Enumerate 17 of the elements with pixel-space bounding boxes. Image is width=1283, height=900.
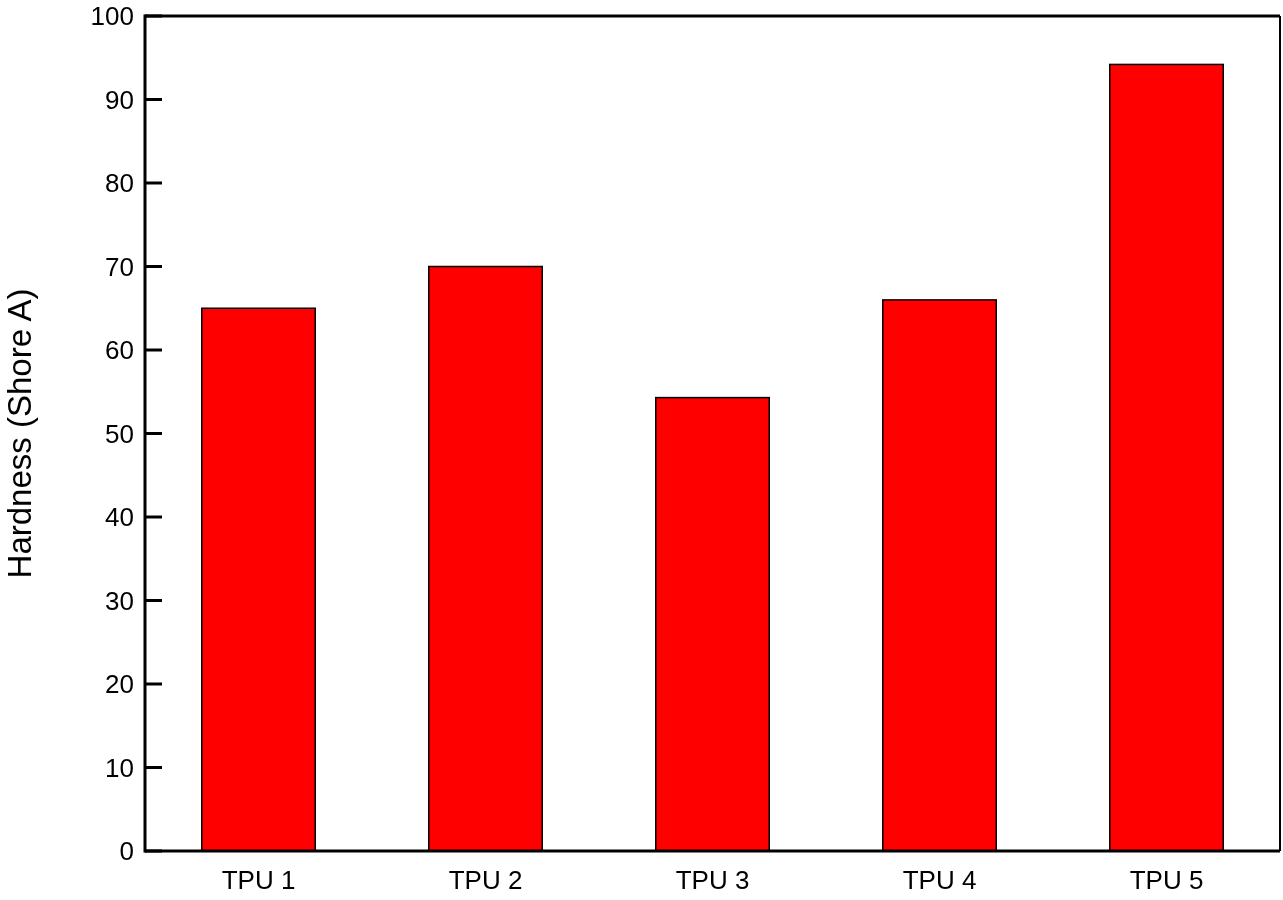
y-tick-label: 50 (105, 418, 134, 449)
y-tick-label: 100 (90, 1, 134, 32)
x-tick-label: TPU 3 (675, 865, 750, 895)
x-tick-label: TPU 1 (221, 865, 296, 895)
y-tick-label: 10 (105, 752, 134, 783)
y-tick-label: 20 (105, 669, 134, 700)
y-tick-label: 60 (105, 335, 134, 366)
y-tick-label: 80 (105, 168, 134, 199)
y-tick-label: 70 (105, 251, 134, 282)
x-tick-label: TPU 4 (902, 865, 977, 895)
x-tick-label: TPU 5 (1129, 865, 1204, 895)
y-tick-label: 40 (105, 502, 134, 533)
y-tick-label: 90 (105, 84, 134, 115)
x-tick-label: TPU 2 (448, 865, 523, 895)
y-tick-label: 30 (105, 585, 134, 616)
y-tick-label: 0 (119, 836, 134, 867)
y-axis-title: Hardness (Shore A) (1, 288, 38, 579)
